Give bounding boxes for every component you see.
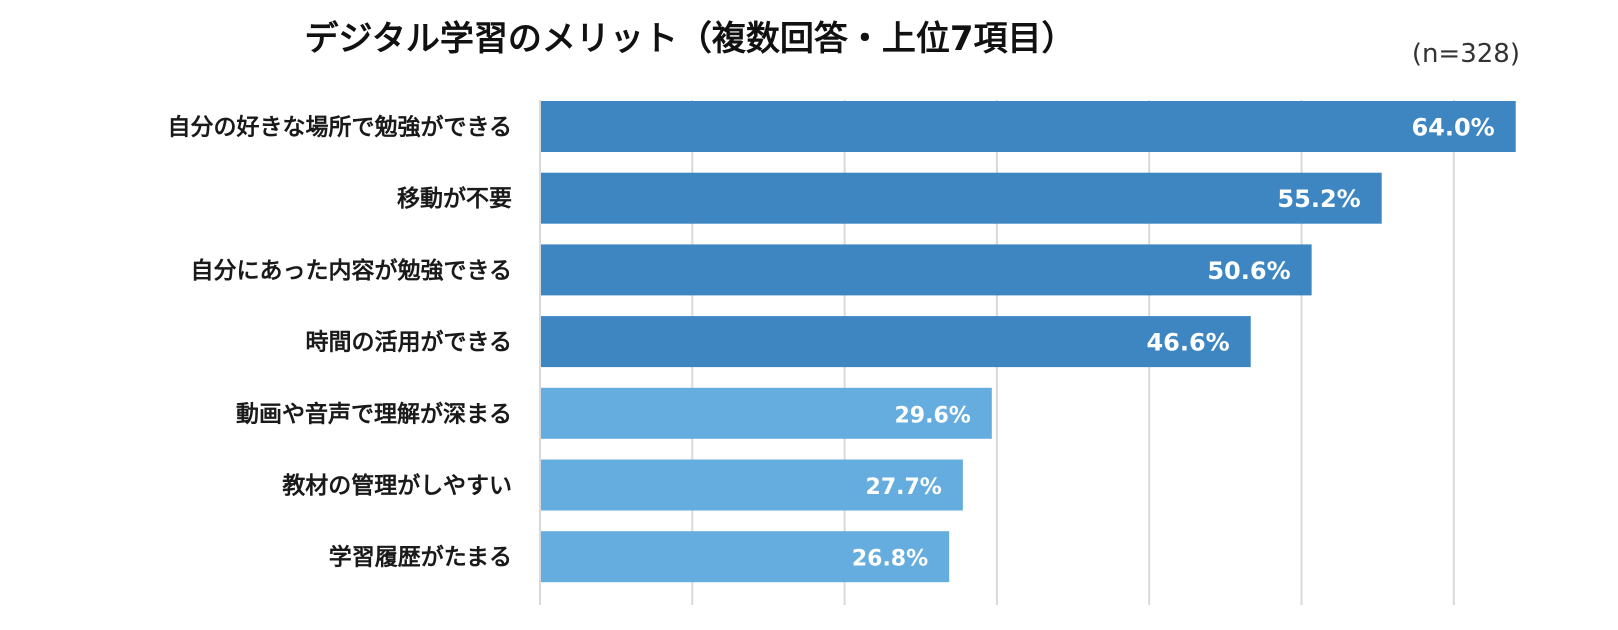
bar (541, 459, 963, 511)
category-label: 自分の好きな場所で勉強ができる (167, 114, 512, 141)
bar (541, 172, 1382, 224)
bar (541, 387, 992, 439)
data-label: 55.2% (1277, 185, 1360, 213)
category-label: 自分にあった内容が勉強できる (190, 257, 512, 284)
category-label: 時間の活用ができる (305, 329, 512, 356)
data-label: 29.6% (894, 403, 970, 428)
category-label: 教材の管理がしやすい (282, 472, 512, 499)
data-label: 50.6% (1207, 257, 1290, 285)
data-label: 64.0% (1411, 114, 1494, 142)
category-label: 学習履歴がたまる (329, 544, 512, 571)
bar (541, 531, 950, 583)
data-label: 46.6% (1146, 329, 1229, 357)
bar (541, 316, 1251, 368)
category-label: 移動が不要 (397, 185, 512, 212)
category-label: 動画や音声で理解が深まる (236, 400, 512, 427)
data-label: 27.7% (866, 475, 942, 500)
bar (541, 244, 1312, 296)
bar (541, 101, 1516, 152)
data-label: 26.8% (852, 547, 928, 572)
sample-size-note: (n=328) (1412, 39, 1520, 69)
chart-title: デジタル学習のメリット（複数回答・上位7項目） (305, 19, 1076, 59)
